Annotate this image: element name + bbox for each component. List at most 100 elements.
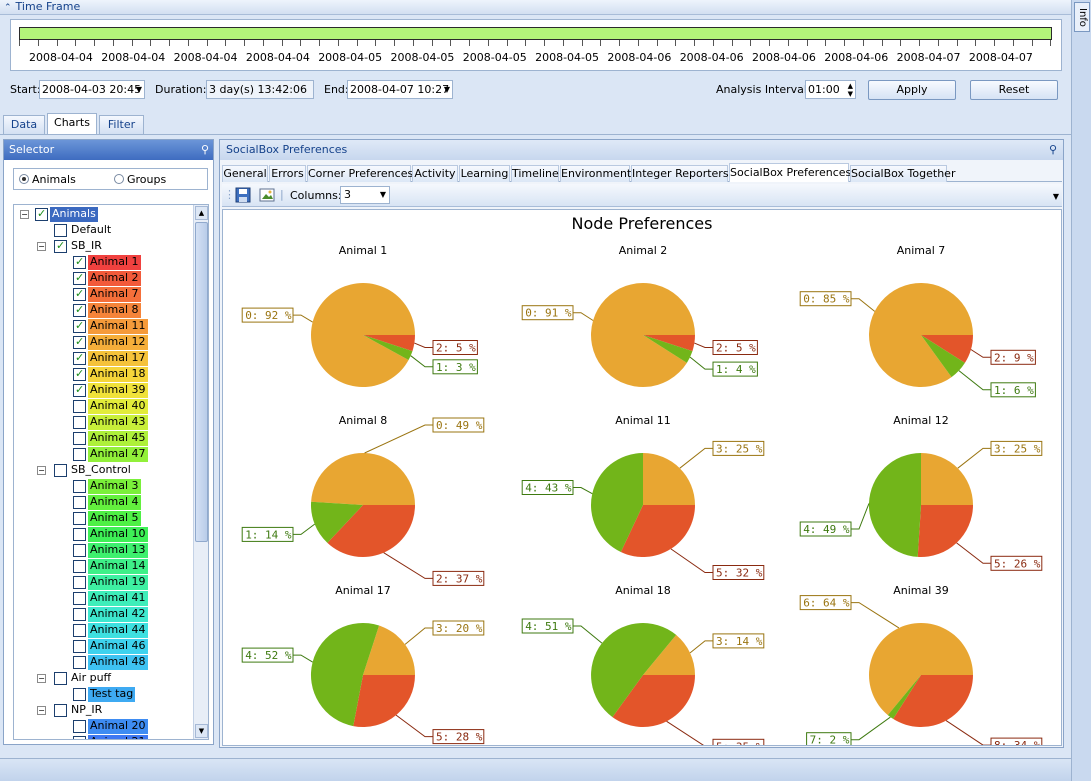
tree-node[interactable]: − SB_IR [14, 238, 194, 254]
tree-checkbox[interactable] [73, 255, 86, 269]
tree-node[interactable]: Animal 14 [14, 558, 194, 574]
tree-scrollbar[interactable]: ▲ ▼ [193, 205, 208, 739]
tree-checkbox[interactable] [73, 592, 86, 605]
tree-expander-icon[interactable]: − [37, 706, 46, 715]
spinner-arrows-icon[interactable]: ▲ ▼ [847, 82, 853, 98]
tree-checkbox[interactable] [73, 656, 86, 669]
tree-node[interactable]: Animal 3 [14, 478, 194, 494]
tree-expander-icon[interactable]: − [37, 242, 46, 251]
scroll-thumb[interactable] [195, 222, 208, 542]
tree-checkbox[interactable] [54, 464, 67, 477]
tree-checkbox[interactable] [73, 720, 86, 733]
tree-checkbox[interactable] [73, 624, 86, 637]
tree-checkbox[interactable] [73, 736, 86, 739]
tree-node[interactable]: Animal 17 [14, 350, 194, 366]
scroll-down-icon[interactable]: ▼ [195, 724, 208, 738]
interval-spinner[interactable]: 01:00 ▲ ▼ [805, 80, 856, 99]
tree-node[interactable]: Animal 46 [14, 638, 194, 654]
timeline-selection-bar[interactable] [19, 27, 1052, 40]
tree-expander-icon[interactable]: − [37, 674, 46, 683]
tab-filter[interactable]: Filter [99, 115, 144, 134]
tree-node[interactable]: Animal 39 [14, 382, 194, 398]
tree-node[interactable]: Animal 8 [14, 302, 194, 318]
tree-node[interactable]: Animal 5 [14, 510, 194, 526]
tab-socialbox-preferences[interactable]: SocialBox Preferences [729, 163, 851, 182]
tree-node[interactable]: Animal 44 [14, 622, 194, 638]
tree-node[interactable]: Animal 40 [14, 398, 194, 414]
end-datetime-picker[interactable]: 2008-04-07 10:27 ▼ [347, 80, 453, 99]
tab-general[interactable]: General [222, 165, 268, 182]
tree-checkbox[interactable] [73, 544, 86, 557]
tree-checkbox[interactable] [73, 303, 86, 317]
tree-expander-icon[interactable]: − [37, 466, 46, 475]
tree-node[interactable]: Animal 7 [14, 286, 194, 302]
tree-node[interactable]: Animal 13 [14, 542, 194, 558]
tree-checkbox[interactable] [73, 640, 86, 653]
collapse-chevron-icon[interactable]: ⌃ [4, 3, 12, 13]
tree-checkbox[interactable] [73, 271, 86, 285]
tree-node[interactable]: − Air puff [14, 670, 194, 686]
tab-learning[interactable]: Learning [459, 165, 510, 182]
tree-node[interactable]: Animal 10 [14, 526, 194, 542]
tree-expander-icon[interactable]: − [20, 210, 29, 219]
tab-charts[interactable]: Charts [47, 113, 97, 134]
tree-node[interactable]: Animal 18 [14, 366, 194, 382]
timeline-range[interactable]: 2008-04-04 2008-04-04 2008-04-04 2008-04-04… [10, 19, 1062, 71]
tree-checkbox[interactable] [73, 448, 86, 461]
tree-checkbox[interactable] [73, 416, 86, 429]
tree-checkbox[interactable] [73, 512, 86, 525]
tab-socialbox-together[interactable]: SocialBox Together [850, 165, 956, 182]
save-icon[interactable] [235, 187, 251, 203]
tree-checkbox[interactable] [73, 319, 86, 333]
dropdown-arrow-icon[interactable]: ▼ [135, 85, 142, 94]
tree-checkbox[interactable] [73, 608, 86, 621]
tree-node[interactable]: Animal 42 [14, 606, 194, 622]
tree-checkbox[interactable] [73, 688, 86, 701]
tree-node[interactable]: Animal 48 [14, 654, 194, 670]
tree-checkbox[interactable] [73, 496, 86, 509]
tree-checkbox[interactable] [54, 672, 67, 685]
tree-node[interactable]: − NP_IR [14, 702, 194, 718]
tree-checkbox[interactable] [54, 239, 67, 253]
tree-checkbox[interactable] [73, 480, 86, 493]
apply-button[interactable]: Apply [868, 80, 956, 100]
tree-node[interactable]: Animal 11 [14, 318, 194, 334]
tree-checkbox[interactable] [73, 560, 86, 573]
tree-checkbox[interactable] [35, 207, 48, 221]
toolbar-overflow-icon[interactable]: ▼ [1052, 192, 1059, 201]
tree-node[interactable]: Animal 47 [14, 446, 194, 462]
scroll-up-icon[interactable]: ▲ [195, 206, 208, 220]
radio-groups[interactable] [114, 174, 124, 184]
tree-node[interactable]: Animal 4 [14, 494, 194, 510]
tab-data[interactable]: Data [3, 115, 45, 134]
tree-node[interactable]: − SB_Control [14, 462, 194, 478]
tree-node[interactable]: Animal 19 [14, 574, 194, 590]
dropdown-arrow-icon[interactable]: ▼ [443, 85, 450, 94]
tree-node[interactable]: Animal 2 [14, 270, 194, 286]
reset-button[interactable]: Reset [970, 80, 1058, 100]
tab-timeline[interactable]: Timeline [511, 165, 559, 182]
tab-integer-reporters[interactable]: Integer Reporters [631, 165, 729, 182]
columns-select[interactable]: 3 ▼ [340, 186, 390, 204]
export-image-icon[interactable] [259, 187, 276, 203]
tree-node[interactable]: Default [14, 222, 194, 238]
tree-node[interactable]: Animal 20 [14, 718, 194, 734]
start-datetime-picker[interactable]: 2008-04-03 20:45 ▼ [39, 80, 145, 99]
tree-checkbox[interactable] [73, 400, 86, 413]
tree-checkbox[interactable] [73, 432, 86, 445]
radio-animals[interactable] [19, 174, 29, 184]
tree-checkbox[interactable] [73, 383, 86, 397]
tree-node[interactable]: Animal 41 [14, 590, 194, 606]
tree-checkbox[interactable] [54, 224, 67, 237]
timeframe-header[interactable]: ⌃ Time Frame [0, 0, 1071, 15]
tab-corner-preferences[interactable]: Corner Preferences [307, 165, 414, 182]
dropdown-arrow-icon[interactable]: ▼ [379, 190, 386, 199]
info-tab[interactable]: Info [1074, 2, 1090, 32]
tree-checkbox[interactable] [73, 335, 86, 349]
tree-node[interactable]: Animal 21 [14, 734, 194, 739]
tree-checkbox[interactable] [73, 351, 86, 365]
tree-checkbox[interactable] [73, 528, 86, 541]
tab-activity[interactable]: Activity [412, 165, 458, 182]
pin-icon[interactable]: ⚲ [1048, 143, 1057, 156]
